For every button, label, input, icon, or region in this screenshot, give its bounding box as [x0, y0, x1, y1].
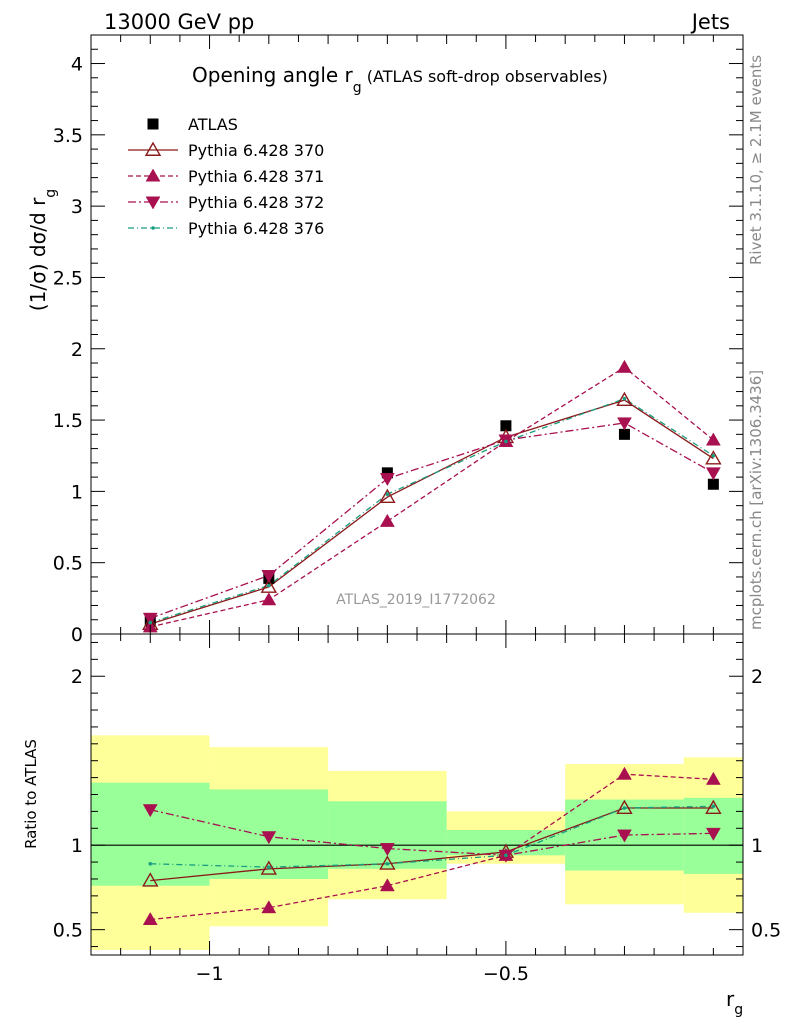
legend-label: Pythia 6.428 370	[188, 141, 324, 160]
data-point	[705, 467, 721, 481]
legend-marker	[147, 118, 159, 130]
ratio-point	[622, 806, 627, 810]
x-axis-label: rg	[726, 987, 743, 1018]
x-tick-label: −1	[196, 963, 224, 985]
legend-marker	[145, 196, 161, 210]
ratio-point	[379, 843, 395, 857]
main-plot-series	[150, 366, 714, 628]
ratio-point	[142, 912, 158, 926]
ratio-y-axis-label: Ratio to ATLAS	[22, 739, 40, 849]
y-tick-label: 0.5	[53, 553, 83, 575]
legend-label: Pythia 6.428 376	[188, 219, 324, 238]
data-point	[261, 592, 277, 606]
rivet-label: Rivet 3.1.10, ≥ 2.1M events	[747, 55, 765, 265]
data-point	[622, 396, 627, 401]
ratio-uncertainty-bands	[91, 735, 743, 950]
ratio-point	[711, 804, 716, 809]
ratio-y-tick-label: 1	[71, 835, 83, 857]
header-right: Jets	[690, 10, 730, 34]
data-point	[261, 570, 277, 584]
ratio-point	[616, 799, 633, 814]
axis-ticks	[90, 34, 744, 955]
data-point	[705, 432, 721, 446]
data-point	[148, 620, 153, 625]
legend-label: Pythia 6.428 371	[188, 167, 324, 186]
data-point	[617, 417, 632, 431]
y-tick-label: 3.5	[53, 125, 83, 147]
data-point	[267, 583, 271, 588]
data-point	[504, 439, 508, 444]
ratio-point	[705, 827, 721, 841]
y-tick-label: 3	[71, 196, 83, 218]
ratio-y-tick-label-right: 0.5	[751, 920, 781, 942]
legend-label: Pythia 6.428 372	[188, 193, 324, 212]
ratio-point	[705, 771, 721, 785]
series-line	[150, 366, 714, 628]
ratio-y-tick-label: 2	[71, 666, 83, 688]
axis-tick-labels: 0 0.5 1 1.5 2 2.5 3 3.5 4 −1 −0.5 0.5 0.5 1 1 2 2	[53, 54, 781, 985]
mcplots-label: mcplots.cern.ch [arXiv:1306.3436]	[747, 370, 765, 630]
legend: ATLAS Pythia 6.428 370 Pythia 6.428 371 Pyt…	[128, 115, 324, 238]
legend-marker	[145, 168, 161, 182]
main-plot-markers	[142, 359, 722, 633]
legend-marker	[151, 226, 155, 230]
y-tick-label: 2	[71, 339, 83, 361]
y-tick-label: 4	[71, 54, 83, 76]
analysis-watermark: ATLAS_2019_I1772062	[336, 592, 496, 608]
data-point	[500, 420, 512, 432]
ratio-point	[261, 831, 277, 845]
ratio-point	[705, 799, 722, 814]
ratio-markers	[142, 766, 722, 926]
main-title: Opening angle rg (ATLAS soft-drop observ…	[192, 63, 608, 96]
data-point	[707, 478, 719, 490]
data-point	[616, 391, 633, 407]
data-point	[705, 450, 722, 465]
data-point	[711, 453, 716, 458]
data-point	[379, 488, 396, 504]
data-point	[381, 467, 393, 479]
series-line	[150, 422, 714, 619]
legend-label: ATLAS	[188, 115, 238, 134]
ratio-point	[261, 900, 277, 914]
data-point	[260, 578, 278, 593]
y-tick-label: 2.5	[53, 267, 83, 289]
data-point	[379, 473, 395, 487]
series-line	[150, 399, 714, 625]
ratio-point	[142, 872, 159, 887]
ratio-point	[142, 804, 158, 818]
legend-marker	[144, 141, 162, 156]
green-band	[91, 782, 210, 886]
ratio-point	[267, 865, 271, 869]
data-point	[142, 612, 158, 626]
ratio-series	[150, 773, 714, 921]
main-y-axis-label: (1/σ) dσ/d rg	[26, 189, 59, 311]
ratio-y-tick-label: 0.5	[53, 920, 83, 942]
x-tick-label: −0.5	[483, 963, 529, 985]
ratio-line	[150, 805, 714, 868]
ratio-point	[379, 878, 395, 892]
ratio-point	[617, 829, 632, 843]
ratio-y-tick-label-right: 2	[751, 666, 763, 688]
data-point	[385, 492, 390, 497]
y-tick-label: 0	[71, 624, 83, 646]
ratio-point	[260, 860, 278, 875]
data-point	[618, 428, 630, 440]
ratio-point	[385, 861, 390, 866]
ratio-line	[150, 773, 714, 921]
ratio-point	[379, 855, 396, 870]
data-point	[379, 513, 395, 527]
ratio-y-tick-label-right: 1	[751, 835, 763, 857]
header-left: 13000 GeV pp	[104, 10, 254, 34]
y-tick-label: 1	[71, 481, 83, 503]
ratio-point	[617, 766, 632, 780]
data-point	[617, 359, 632, 373]
y-tick-label: 1.5	[53, 410, 83, 432]
series-line	[150, 397, 714, 624]
ratio-point	[504, 853, 508, 858]
ratio-point	[148, 861, 153, 866]
ratio-line	[150, 809, 714, 856]
green-band	[328, 801, 447, 869]
